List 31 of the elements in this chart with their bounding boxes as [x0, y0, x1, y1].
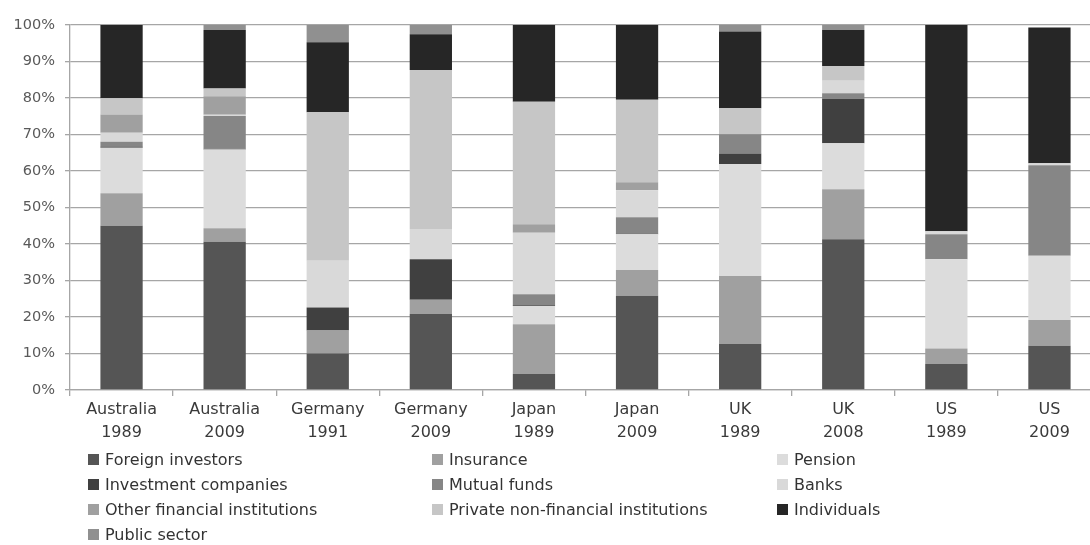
legend-label: Insurance — [449, 450, 528, 469]
x-tick-label: US 2009 — [1029, 398, 1070, 441]
legend-label: Private non-financial institutions — [449, 500, 708, 519]
x-tick-label: Australia 1989 — [86, 398, 157, 441]
legend-label: Individuals — [794, 500, 881, 519]
legend-label: Pension — [794, 450, 856, 469]
y-tick-label: 20% — [22, 307, 55, 324]
y-tick-label: 50% — [22, 198, 55, 215]
x-tick-label: Germany 1991 — [290, 398, 365, 441]
legend-label: Investment companies — [105, 475, 288, 494]
x-tick-label: Australia 2009 — [189, 398, 261, 441]
y-tick-label: 0% — [31, 380, 55, 397]
legend-label: Foreign investors — [105, 450, 243, 469]
x-tick-label: Germany 2009 — [394, 398, 468, 441]
y-tick-label: 70% — [22, 125, 55, 142]
y-tick-label: 60% — [22, 161, 55, 178]
x-tick-label: Japan 2009 — [613, 398, 660, 441]
y-tick-label: 90% — [22, 52, 55, 69]
x-tick-label: UK 2008 — [822, 398, 864, 441]
x-tick-label: Japan 1989 — [510, 398, 557, 441]
legend-label: Mutual funds — [449, 475, 554, 494]
legend-label: Public sector — [105, 525, 208, 544]
y-tick-label: 100% — [13, 15, 55, 32]
legend-label: Banks — [794, 475, 843, 494]
y-tick-label: 10% — [22, 344, 55, 361]
y-tick-label: 80% — [22, 88, 55, 105]
legend-label: Other financial institutions — [105, 500, 318, 519]
y-tick-label: 40% — [22, 234, 55, 251]
x-tick-label: UK 1989 — [719, 398, 761, 441]
y-tick-label: 30% — [22, 271, 55, 288]
x-tick-label: US 1989 — [925, 398, 967, 441]
